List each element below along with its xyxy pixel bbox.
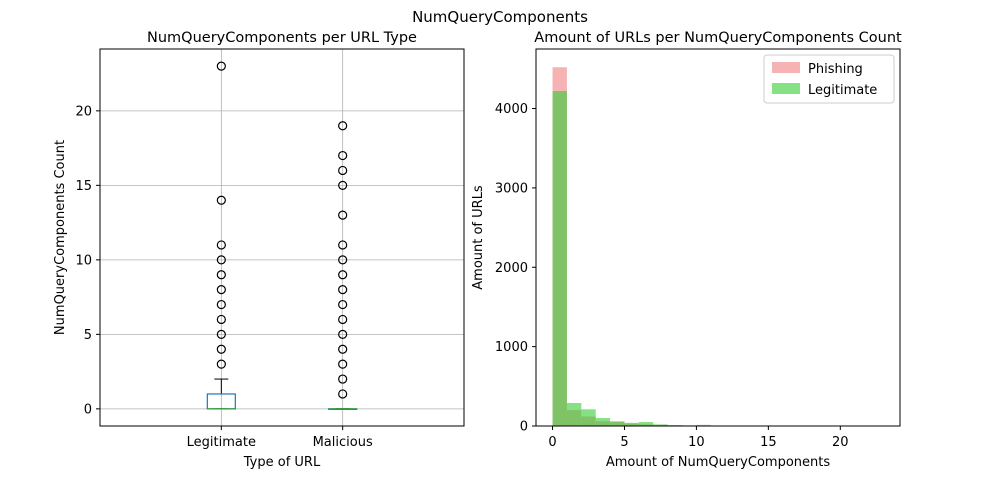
outlier-point bbox=[216, 255, 226, 265]
y-tick-label: 0 bbox=[520, 420, 528, 435]
outlier-point bbox=[216, 299, 226, 310]
outlier-point bbox=[338, 165, 348, 176]
histogram-y-label: Amount of URLs bbox=[471, 185, 486, 290]
outlier-point bbox=[338, 270, 348, 280]
box-malicious bbox=[328, 121, 358, 410]
outlier-point bbox=[216, 61, 226, 71]
histogram-bar bbox=[624, 422, 639, 426]
legend-swatch-legitimate bbox=[772, 83, 800, 94]
boxplot-axes-frame bbox=[99, 48, 465, 427]
y-tick-label: 15 bbox=[75, 179, 92, 194]
outlier-point bbox=[338, 150, 348, 161]
boxplot-panel: NumQueryComponents per URL Type 0 5 10 15 20… bbox=[53, 30, 465, 470]
outlier-point bbox=[338, 374, 348, 384]
boxplot-x-ticks: Legitimate Malicious bbox=[187, 426, 373, 450]
outlier-point bbox=[338, 329, 348, 339]
outlier-point bbox=[338, 314, 348, 325]
histogram-legend: Phishing Legitimate bbox=[763, 54, 895, 104]
histogram-bar bbox=[653, 424, 668, 426]
boxplot-marks bbox=[206, 61, 358, 410]
outlier-point bbox=[338, 285, 348, 295]
outlier-point bbox=[216, 329, 226, 339]
y-tick-label: 0 bbox=[84, 402, 92, 417]
outlier-point bbox=[216, 344, 226, 354]
histogram-y-ticks: 0 1000 2000 3000 4000 bbox=[495, 102, 536, 435]
outlier-point bbox=[216, 314, 226, 325]
outlier-point bbox=[216, 270, 226, 280]
histogram-x-label: Amount of NumQueryComponents bbox=[606, 455, 830, 470]
y-tick-label: 1000 bbox=[495, 340, 528, 355]
boxplot-gridlines bbox=[100, 49, 464, 426]
boxplot-title: NumQueryComponents per URL Type bbox=[147, 30, 417, 46]
outlier-point bbox=[338, 344, 348, 354]
series-phishing bbox=[552, 67, 826, 427]
histogram-bar bbox=[610, 421, 625, 426]
legend-label-legitimate: Legitimate bbox=[808, 83, 877, 98]
outlier-point bbox=[216, 195, 226, 205]
legend-swatch-phishing bbox=[772, 62, 800, 73]
figure-suptitle: NumQueryComponents bbox=[412, 8, 588, 26]
outlier-point bbox=[216, 240, 226, 250]
series-legitimate bbox=[552, 91, 884, 427]
boxplot-x-label: Type of URL bbox=[243, 455, 321, 470]
histogram-bar bbox=[638, 422, 654, 426]
outlier-point bbox=[216, 359, 226, 369]
x-tick-label: Malicious bbox=[313, 435, 373, 450]
x-tick-label: 15 bbox=[760, 435, 777, 450]
outlier-point bbox=[338, 255, 348, 265]
y-tick-label: 5 bbox=[84, 328, 92, 343]
histogram-bars bbox=[552, 67, 884, 427]
y-tick-label: 10 bbox=[75, 253, 92, 268]
y-tick-label: 2000 bbox=[495, 261, 528, 276]
outlier-point bbox=[338, 240, 348, 250]
y-tick-label: 4000 bbox=[495, 102, 528, 117]
boxplot-y-label: NumQueryComponents Count bbox=[53, 140, 68, 335]
histogram-bar bbox=[566, 402, 582, 426]
histogram-bar bbox=[696, 424, 711, 426]
x-tick-label: 20 bbox=[832, 435, 849, 450]
outlier-point bbox=[338, 299, 348, 310]
outlier-point bbox=[338, 210, 348, 220]
outlier-point bbox=[338, 359, 348, 369]
outlier-point bbox=[338, 389, 348, 399]
outlier-point bbox=[216, 285, 226, 295]
histogram-x-ticks: 0 5 10 15 20 bbox=[548, 426, 849, 450]
x-tick-label: 5 bbox=[620, 435, 628, 450]
box-legitimate bbox=[206, 61, 236, 410]
histogram-panel: Amount of URLs per NumQueryComponents Co… bbox=[471, 30, 902, 470]
y-tick-label: 3000 bbox=[495, 181, 528, 196]
y-tick-label: 20 bbox=[75, 104, 92, 119]
outlier-point bbox=[338, 121, 348, 131]
outlier-point bbox=[338, 180, 348, 190]
histogram-axes-frame bbox=[535, 48, 901, 427]
histogram-title: Amount of URLs per NumQueryComponents Co… bbox=[534, 30, 902, 46]
x-tick-label: 0 bbox=[548, 435, 556, 450]
histogram-bar bbox=[595, 418, 611, 426]
boxplot-y-ticks: 0 5 10 15 20 bbox=[75, 104, 100, 417]
histogram-bar bbox=[552, 91, 567, 427]
histogram-bar bbox=[581, 409, 596, 426]
legend-label-phishing: Phishing bbox=[808, 62, 863, 77]
x-tick-label: 10 bbox=[688, 435, 705, 450]
x-tick-label: Legitimate bbox=[187, 435, 256, 450]
